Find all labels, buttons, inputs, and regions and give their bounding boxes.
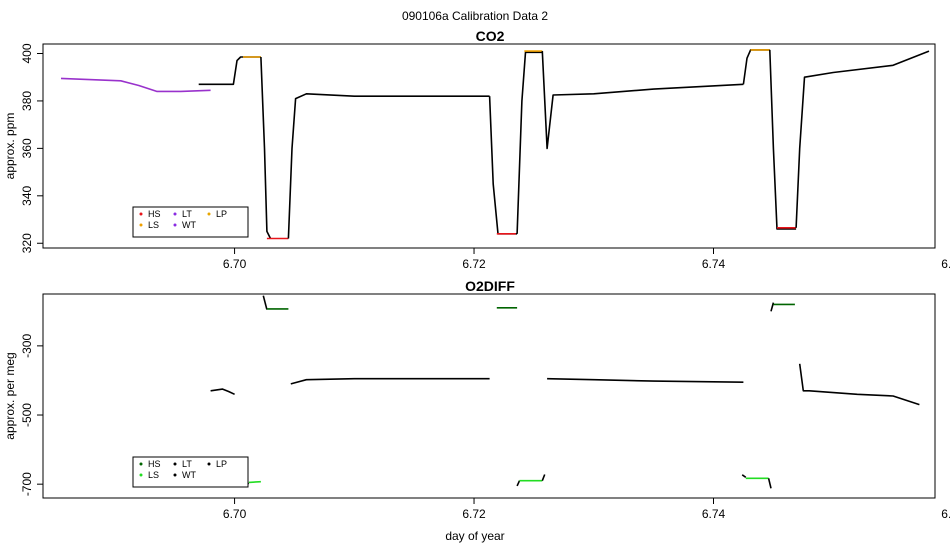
o2diff-legend-label: LS xyxy=(148,470,159,480)
o2diff-title: O2DIFF xyxy=(465,278,515,294)
co2-series-segment xyxy=(516,51,543,234)
x-axis-label: day of year xyxy=(445,529,504,543)
co2-x-tick-label: 6.76 xyxy=(941,257,950,271)
o2diff-series-segment xyxy=(767,478,772,489)
o2diff-legend-marker xyxy=(173,473,177,477)
co2-legend-label: LS xyxy=(148,220,159,230)
co2-x-tick-label: 6.72 xyxy=(462,257,486,271)
o2diff-legend-marker xyxy=(173,462,177,466)
o2diff-series-segment xyxy=(262,295,268,310)
o2diff-legend-marker xyxy=(139,462,143,466)
o2diff-y-axis-label: approx. per meg xyxy=(3,352,17,439)
co2-y-axis-label: approx. ppm xyxy=(3,113,17,180)
o2diff-panel: O2DIFF approx. per meg day of year 6.70 6… xyxy=(3,278,950,543)
co2-x-tick-label: 6.70 xyxy=(223,257,247,271)
co2-legend-marker xyxy=(173,212,177,216)
co2-legend-marker xyxy=(139,212,143,216)
co2-panel: CO2 approx. ppm 6.70 6.72 6.74 6.76 320 340 36… xyxy=(3,28,950,271)
o2diff-series-segment xyxy=(248,480,261,484)
o2diff-legend-marker xyxy=(207,462,211,466)
co2-legend-label: HS xyxy=(148,209,161,219)
co2-legend-label: LT xyxy=(182,209,192,219)
figure-title: 090106a Calibration Data 2 xyxy=(402,9,548,23)
o2diff-legend-label: LP xyxy=(216,459,227,469)
o2diff-axes: 6.70 6.72 6.74 6.76 -700 -500 -300 xyxy=(20,334,950,521)
o2diff-legend-marker xyxy=(139,473,143,477)
o2diff-series-segment xyxy=(798,363,920,406)
co2-series-segment xyxy=(60,77,211,93)
co2-x-tick-label: 6.74 xyxy=(702,257,726,271)
o2diff-x-tick-label: 6.74 xyxy=(702,507,726,521)
co2-legend-marker xyxy=(207,212,211,216)
o2diff-series-segment xyxy=(541,474,546,481)
co2-series-segment xyxy=(287,93,490,239)
co2-y-tick-label: 340 xyxy=(20,185,34,205)
co2-series-segment xyxy=(198,56,261,86)
co2-series-segment xyxy=(260,56,272,239)
co2-plot-frame xyxy=(42,43,936,249)
o2diff-y-tick-label: -300 xyxy=(20,334,34,358)
co2-series-segment xyxy=(541,51,744,150)
co2-data-lines xyxy=(60,49,930,240)
co2-axes: 6.70 6.72 6.74 6.76 320 340 360 380 400 xyxy=(20,43,950,271)
o2diff-series-segment xyxy=(516,480,521,487)
o2diff-series-segment xyxy=(290,377,490,385)
o2diff-legend-label: WT xyxy=(182,470,196,480)
co2-series-segment xyxy=(742,49,770,85)
co2-legend-label: WT xyxy=(182,220,196,230)
co2-legend-box xyxy=(132,206,249,238)
co2-y-tick-label: 400 xyxy=(20,43,34,63)
co2-legend-marker xyxy=(139,223,143,227)
o2diff-legend-label: HS xyxy=(148,459,161,469)
o2diff-x-tick-label: 6.76 xyxy=(941,507,950,521)
o2diff-x-tick-label: 6.72 xyxy=(462,507,486,521)
co2-y-tick-label: 320 xyxy=(20,233,34,253)
o2diff-legend-box xyxy=(132,456,249,488)
o2diff-series-segment xyxy=(770,302,775,312)
o2diff-legend-label: LT xyxy=(182,459,192,469)
o2diff-series-segment xyxy=(741,474,747,478)
o2diff-plot-frame xyxy=(42,293,936,499)
co2-series-segment xyxy=(488,96,518,235)
co2-legend-label: LP xyxy=(216,209,227,219)
o2diff-series-segment xyxy=(547,377,744,383)
co2-series-segment xyxy=(795,50,930,228)
co2-title: CO2 xyxy=(476,28,505,44)
o2diff-data-lines xyxy=(210,295,920,489)
co2-series-segment xyxy=(769,49,797,230)
o2diff-x-tick-label: 6.70 xyxy=(223,507,247,521)
co2-y-tick-label: 380 xyxy=(20,91,34,111)
o2diff-y-tick-label: -700 xyxy=(20,472,34,496)
co2-legend-marker xyxy=(173,223,177,227)
o2diff-series-segment xyxy=(210,388,235,396)
co2-y-tick-label: 360 xyxy=(20,138,34,158)
o2diff-y-tick-label: -500 xyxy=(20,403,34,427)
